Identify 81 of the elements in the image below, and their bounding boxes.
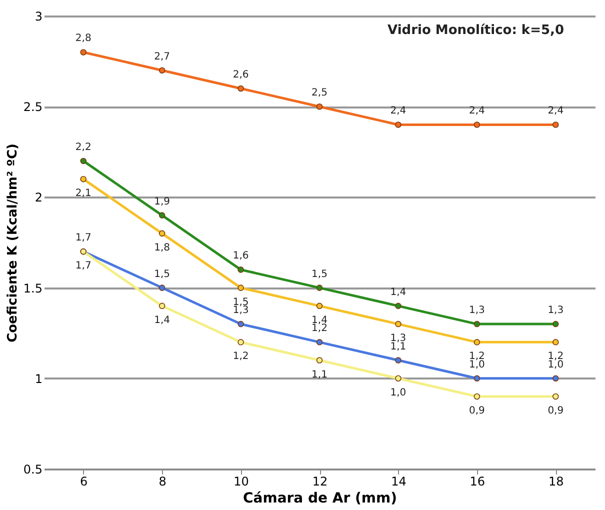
y-tick-label: 1.5: [23, 281, 42, 296]
point: [316, 339, 323, 346]
point: [474, 122, 480, 128]
point: [158, 67, 166, 74]
data-label: 1,9: [154, 196, 170, 208]
point: [395, 302, 402, 310]
point: [395, 375, 402, 382]
y-tick-label: 0.5: [23, 462, 42, 476]
x-tick-label: 18: [548, 474, 564, 488]
point: [395, 357, 402, 364]
point: [158, 284, 166, 291]
data-label: 1,4: [312, 314, 328, 326]
point: [158, 230, 166, 237]
point: [158, 212, 166, 218]
data-label: 0,9: [548, 406, 564, 417]
x-tick-label: 14: [391, 474, 406, 488]
data-label: 1,8: [154, 242, 170, 254]
point: [238, 284, 244, 291]
data-label: 1,1: [390, 341, 406, 352]
x-tick-label: 16: [470, 474, 486, 488]
point: [238, 85, 244, 92]
data-label: 2,7: [154, 51, 170, 62]
y-tick-label: 2.5: [23, 100, 42, 114]
data-label: 1,5: [232, 296, 249, 308]
data-label: 1,4: [390, 286, 406, 298]
annotation: Vidrio Monolítico: k=5,0: [388, 23, 564, 38]
data-label: 1,0: [548, 359, 564, 370]
point: [158, 302, 166, 310]
y-tick-label: 1: [34, 372, 42, 386]
point: [80, 176, 86, 182]
data-label: 1,3: [548, 305, 564, 316]
point: [552, 122, 559, 128]
point: [316, 302, 323, 310]
data-label: 0,9: [468, 406, 485, 417]
point: [395, 320, 402, 328]
point: [80, 158, 86, 164]
point: [238, 266, 244, 273]
x-tick-label: 12: [312, 474, 328, 488]
data-label: 1,5: [154, 268, 170, 280]
point: [80, 49, 86, 56]
x-tick-label: 10: [234, 474, 249, 488]
data-label: 1,0: [468, 359, 485, 370]
data-label: 2,4: [468, 106, 485, 117]
point: [474, 339, 480, 346]
data-label: 1,6: [232, 250, 249, 262]
data-label: 1,5: [312, 268, 328, 280]
point: [474, 393, 480, 400]
data-label: 1,2: [232, 351, 249, 362]
y-tick-label: 3: [34, 10, 42, 24]
data-label: 1,7: [75, 260, 92, 272]
point: [238, 339, 244, 346]
data-label: 1,3: [232, 305, 249, 316]
data-label: 1,7: [75, 232, 92, 244]
point: [552, 393, 559, 400]
data-label: 2,1: [75, 188, 92, 200]
data-label: 2,4: [390, 106, 406, 117]
data-label: 2,6: [232, 69, 249, 80]
data-label: 2,4: [548, 106, 564, 117]
data-label: 1,1: [312, 369, 328, 380]
data-label: 2,5: [312, 88, 328, 99]
data-label: 1,2: [312, 323, 328, 334]
point: [316, 357, 323, 364]
point: [474, 320, 480, 328]
point: [395, 122, 402, 128]
point: [316, 103, 323, 110]
y-tick-label: 2: [34, 190, 42, 205]
point: [552, 375, 559, 382]
point: [238, 320, 244, 328]
x-axis-title: Cámara de Ar (mm): [243, 490, 397, 506]
x-tick-label: 6: [80, 474, 88, 488]
data-label: 2,8: [75, 33, 92, 44]
data-label: 1,3: [468, 305, 485, 316]
data-label: 2,2: [75, 142, 92, 153]
point: [552, 339, 559, 346]
y-axis-title: Coeficiente K (Kcal/hm² ºC): [5, 144, 20, 342]
point: [552, 320, 559, 328]
x-tick-label: 8: [158, 474, 166, 488]
data-label: 1,0: [390, 387, 406, 398]
point: [474, 375, 480, 382]
point: [316, 284, 323, 291]
data-label: 1,4: [154, 314, 170, 326]
